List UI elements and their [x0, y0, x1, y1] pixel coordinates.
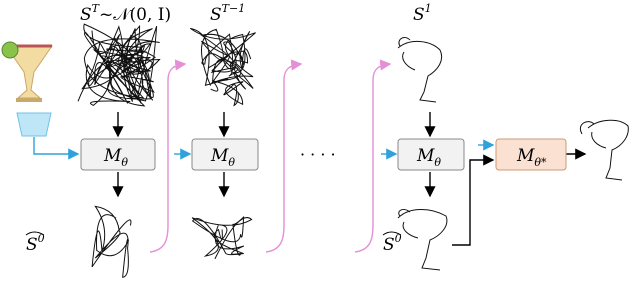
model-sub: θ [121, 156, 128, 169]
estimate-label: S0 [26, 232, 45, 255]
model-sub: θ [434, 156, 441, 169]
noise-label: ST~𝒩(0, I) [80, 2, 171, 25]
model-base: M [416, 146, 435, 166]
condition-arrow [34, 137, 78, 154]
cup-icon [17, 113, 51, 136]
arrow [452, 160, 493, 245]
last-label: S1 [413, 2, 432, 25]
model-base: M [210, 146, 229, 166]
estimate-label: S0 [383, 232, 402, 255]
step-label: ST−1 [210, 2, 245, 25]
sketch [78, 24, 160, 106]
loop-arrow [266, 64, 301, 252]
loop-arrow [355, 64, 390, 252]
sketch [211, 81, 244, 106]
sketch [192, 217, 252, 259]
ellipsis: · · · · [300, 145, 336, 164]
model-sub: θ [228, 156, 235, 169]
model-base: M [103, 146, 122, 166]
model-sub: θ* [534, 156, 547, 169]
reference-image [2, 42, 52, 102]
diagram: ST~𝒩(0, I) ST−1 S1 MθMθMθMθ* S0 S0 · · ·… [0, 0, 631, 286]
sketch [92, 206, 131, 277]
sketch [190, 28, 255, 89]
model-base: M [516, 146, 535, 166]
